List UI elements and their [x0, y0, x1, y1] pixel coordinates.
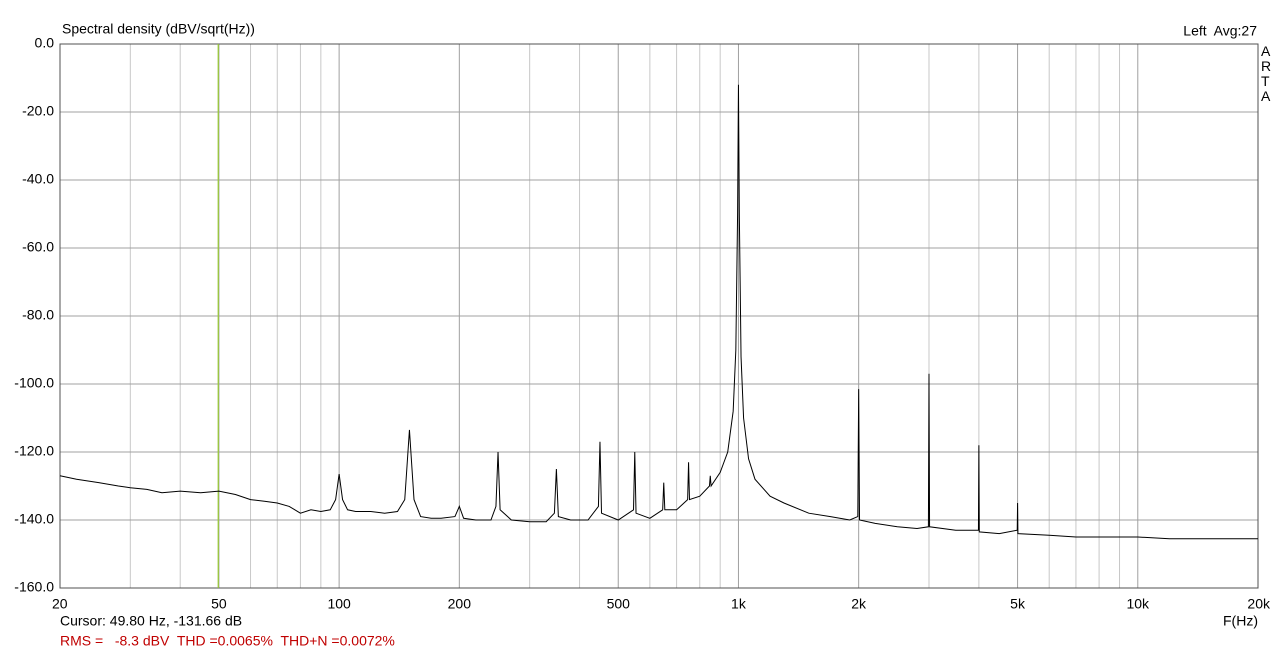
y-tick-label: -20.0 — [22, 103, 54, 119]
x-tick-label: 50 — [211, 596, 227, 612]
chart-title: Spectral density (dBV/sqrt(Hz)) — [62, 21, 255, 37]
y-tick-label: -60.0 — [22, 239, 54, 255]
x-axis-label: F(Hz) — [1223, 613, 1258, 629]
y-tick-label: 0.0 — [35, 35, 55, 51]
y-tick-label: -100.0 — [14, 375, 54, 391]
x-tick-label: 100 — [327, 596, 351, 612]
y-tick-label: -140.0 — [14, 511, 54, 527]
watermark: ARTA — [1261, 43, 1272, 104]
channel-info: Left Avg:27 — [1183, 23, 1257, 39]
x-tick-label: 20 — [52, 596, 68, 612]
plot-border — [59, 43, 1259, 589]
x-tick-label: 1k — [731, 596, 747, 612]
y-tick-label: -120.0 — [14, 443, 54, 459]
y-tick-label: -160.0 — [14, 579, 54, 595]
x-tick-label: 200 — [448, 596, 472, 612]
summary: RMS = -8.3 dBV THD =0.0065% THD+N =0.007… — [60, 633, 395, 649]
x-tick-label: 2k — [851, 596, 867, 612]
x-tick-label: 20k — [1247, 596, 1271, 612]
cursor-text: Cursor: 49.80 Hz, -131.66 dB — [60, 613, 242, 629]
y-tick-label: -40.0 — [22, 171, 54, 187]
x-tick-label: 5k — [1010, 596, 1026, 612]
x-tick-label: 500 — [607, 596, 631, 612]
y-tick-label: -80.0 — [22, 307, 54, 323]
x-tick-label: 10k — [1126, 596, 1150, 612]
spectrum-line — [59, 84, 1258, 540]
